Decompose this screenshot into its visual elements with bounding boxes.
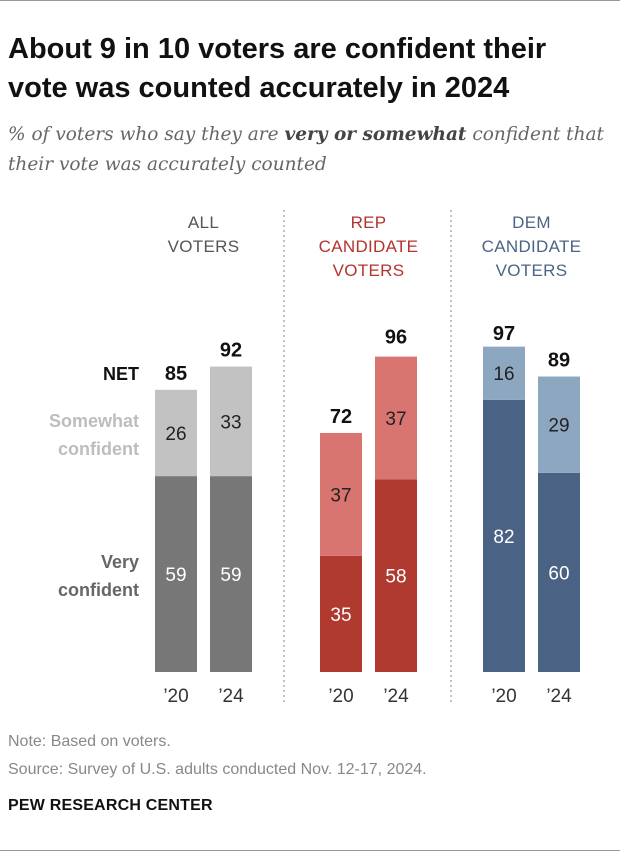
year-label-dem-2024: ’24: [546, 686, 572, 707]
bar-somewhat-all-2020: [155, 389, 197, 477]
value-somewhat-dem-2020: 16: [493, 364, 514, 385]
group-header-dem-line-2: CANDIDATE: [482, 237, 582, 256]
top-rule: [0, 0, 620, 1]
bar-very-all-2020: [155, 476, 197, 672]
row-label-net: NET: [103, 364, 139, 384]
group-header-dem-line-3: VOTERS: [496, 261, 568, 280]
value-net-dem-2024: 89: [548, 350, 570, 372]
group-header-rep-line-2: CANDIDATE: [319, 237, 419, 256]
bar-very-all-2024: [210, 476, 252, 672]
subtitle-suffix: confident that their vote was accurately…: [8, 124, 604, 175]
subtitle-prefix: % of voters who say they are: [8, 124, 285, 145]
value-very-rep-2020: 35: [330, 605, 351, 626]
value-very-dem-2024: 60: [548, 563, 569, 584]
bar-somewhat-rep-2020: [320, 432, 362, 556]
bar-somewhat-dem-2024: [538, 376, 580, 473]
bar-somewhat-rep-2024: [375, 356, 417, 480]
year-label-dem-2020: ’20: [491, 686, 516, 707]
stacked-bar-chart: NET Somewhat confident Very confident ALL VOTE…: [49, 210, 582, 707]
group-header-rep-line-1: REP: [351, 213, 387, 232]
row-label-very-line-1: Very: [101, 552, 139, 572]
value-somewhat-rep-2024: 37: [385, 409, 406, 430]
brand-logo-text: PEW RESEARCH CENTER: [8, 797, 213, 814]
value-net-rep-2020: 72: [330, 406, 352, 428]
group-header-dem-line-1: DEM: [512, 213, 551, 232]
value-somewhat-all-2020: 26: [165, 424, 186, 445]
chart-subtitle: % of voters who say they are very or som…: [8, 120, 608, 180]
bar-very-rep-2024: [375, 479, 417, 672]
value-very-rep-2024: 58: [385, 567, 406, 588]
value-net-all-2020: 85: [165, 363, 187, 385]
bar-very-dem-2024: [538, 472, 580, 672]
value-net-rep-2024: 96: [385, 326, 407, 348]
bar-somewhat-all-2024: [210, 366, 252, 477]
source: Source: Survey of U.S. adults conducted …: [8, 761, 427, 778]
group-header-rep-line-3: VOTERS: [333, 261, 405, 280]
bottom-rule: [0, 850, 620, 851]
value-very-all-2020: 59: [165, 565, 186, 586]
row-label-somewhat-line-1: Somewhat: [49, 411, 139, 431]
year-label-rep-2024: ’24: [383, 686, 409, 707]
row-label-somewhat-line-2: confident: [58, 439, 139, 459]
subtitle-emphasis: very or somewhat: [284, 124, 467, 145]
note: Note: Based on voters.: [8, 733, 171, 750]
chart-title: About 9 in 10 voters are confident their…: [8, 33, 547, 104]
bar-very-dem-2020: [483, 399, 525, 672]
value-net-all-2024: 92: [220, 340, 242, 362]
bar-somewhat-dem-2020: [483, 346, 525, 400]
value-somewhat-dem-2024: 29: [548, 416, 569, 437]
year-label-rep-2020: ’20: [328, 686, 353, 707]
year-label-all-2024: ’24: [218, 686, 244, 707]
value-very-all-2024: 59: [220, 565, 241, 586]
value-somewhat-all-2024: 33: [220, 412, 241, 433]
year-label-all-2020: ’20: [163, 686, 188, 707]
bar-very-rep-2020: [320, 555, 362, 672]
group-header-all-line-1: ALL: [188, 213, 219, 232]
value-somewhat-rep-2020: 37: [330, 485, 351, 506]
value-net-dem-2020: 97: [493, 323, 515, 345]
value-very-dem-2020: 82: [493, 527, 514, 548]
group-header-all-line-2: VOTERS: [168, 237, 240, 256]
row-label-very-line-2: confident: [58, 580, 139, 600]
